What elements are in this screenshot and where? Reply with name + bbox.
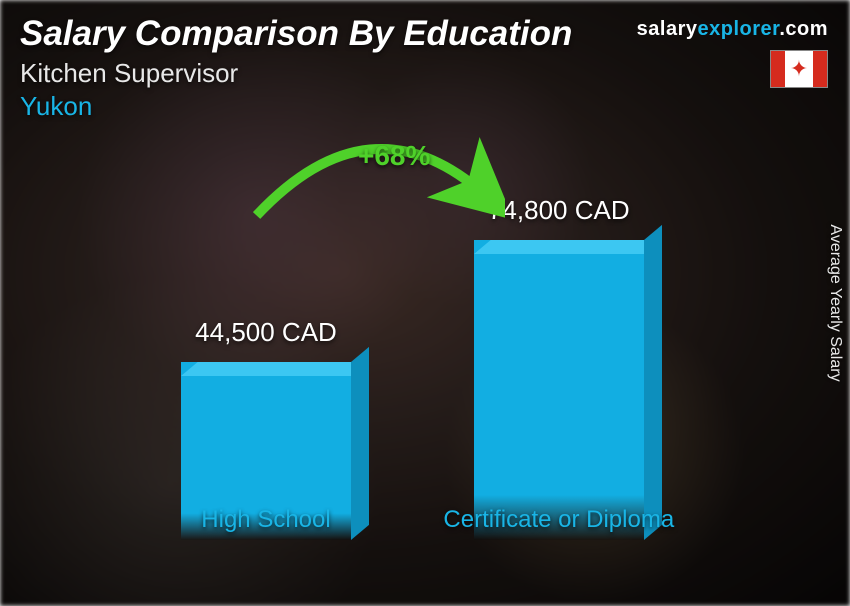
page-title: Salary Comparison By Education: [20, 14, 572, 54]
bar-value-label: 74,800 CAD: [488, 195, 630, 226]
title-block: Salary Comparison By Education Kitchen S…: [20, 14, 572, 122]
y-axis-label: Average Yearly Salary: [826, 224, 844, 381]
increase-percent-label: +68%: [358, 140, 430, 172]
content-layer: Salary Comparison By Education Kitchen S…: [0, 0, 850, 606]
bar-category-label: High School: [201, 506, 330, 534]
bar-chart: 44,500 CADHigh School74,800 CADCertifica…: [120, 170, 730, 578]
maple-leaf-icon: ✦: [790, 58, 808, 80]
brand-logo: salaryexplorer.com: [637, 18, 828, 41]
flag-band-left: [771, 51, 785, 87]
job-title: Kitchen Supervisor: [20, 58, 572, 89]
bar-group: 74,800 CADCertificate or Diploma: [474, 195, 644, 540]
location-title: Yukon: [20, 91, 572, 122]
bar: [474, 240, 644, 540]
bar-group: 44,500 CAD High School: [181, 317, 351, 540]
brand-part1: salary: [637, 18, 698, 40]
flag-canada-icon: ✦: [770, 50, 828, 88]
bar-category-label: Certificate or Diploma: [443, 506, 674, 534]
flag-band-right: [813, 51, 827, 87]
bar-value-label: 44,500 CAD: [195, 317, 337, 348]
flag-center: ✦: [785, 51, 813, 87]
brand-part3: .com: [779, 18, 828, 40]
brand-part2: explorer: [697, 18, 779, 40]
